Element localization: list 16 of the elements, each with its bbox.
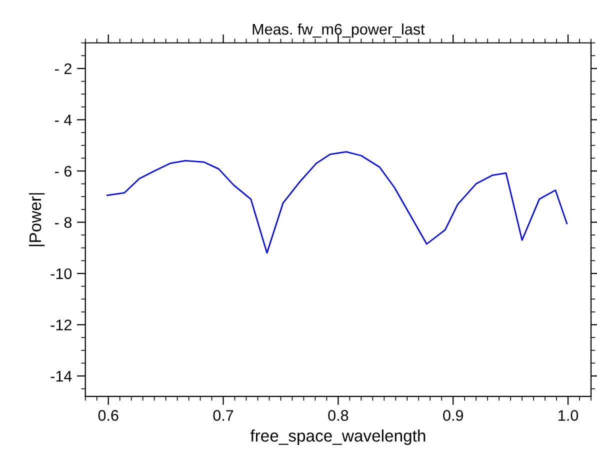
- x-tick-label: 1.0: [558, 410, 578, 421]
- x-tick-label: 0.7: [213, 410, 234, 421]
- y-tick-label: - 6: [55, 166, 72, 177]
- y-axis-title: |Power|: [28, 193, 45, 246]
- x-axis-title: free_space_wavelength: [250, 429, 426, 445]
- line-series: [106, 151, 568, 254]
- x-tick-label: 0.6: [98, 410, 118, 421]
- x-tick-label: 0.8: [328, 410, 348, 421]
- y-tick-label: -12: [50, 320, 72, 330]
- y-tick-label: - 8: [55, 217, 72, 228]
- y-tick-label: -10: [50, 268, 72, 280]
- y-tick-label: - 4: [55, 114, 72, 126]
- x-tick-label: 0.9: [443, 410, 464, 421]
- y-tick-label: -14: [50, 370, 72, 382]
- y-tick-label: - 2: [55, 63, 72, 74]
- chart-title: Meas. fw_m6_power_last: [252, 23, 425, 38]
